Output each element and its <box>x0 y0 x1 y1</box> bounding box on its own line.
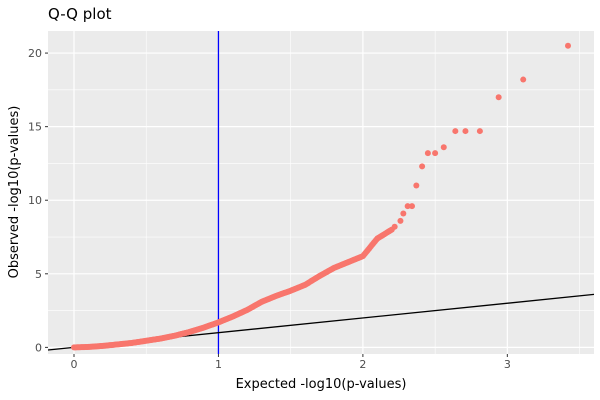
qq-point <box>424 150 431 157</box>
data-points <box>71 42 571 351</box>
x-tick-label: 1 <box>215 358 222 371</box>
qq-point <box>440 144 447 151</box>
chart-title: Q-Q plot <box>48 5 112 23</box>
qq-point <box>409 203 415 210</box>
y-tick-label: 20 <box>28 47 42 60</box>
qq-point <box>391 223 398 230</box>
y-axis: 0 5 10 15 20 <box>28 47 48 354</box>
x-axis-title: Expected -log10(p-values) <box>236 377 407 392</box>
x-axis: 0 1 2 3 <box>71 354 511 371</box>
y-tick-label: 5 <box>35 268 42 281</box>
qq-point <box>413 182 420 189</box>
qq-point <box>462 128 469 135</box>
y-tick-label: 10 <box>28 194 42 207</box>
plot-panel <box>48 31 594 354</box>
qq-point <box>520 76 527 83</box>
qq-point <box>565 42 571 49</box>
x-tick-label: 0 <box>71 358 78 371</box>
qq-point <box>404 203 411 210</box>
y-tick-label: 0 <box>35 341 42 354</box>
x-tick-label: 3 <box>504 358 511 371</box>
qq-point <box>419 163 426 170</box>
y-axis-title: Observed -log10(p-values) <box>7 106 22 279</box>
qq-point <box>495 94 502 101</box>
qq-point <box>432 150 439 157</box>
qq-point <box>476 128 483 135</box>
qq-point <box>452 128 459 135</box>
y-tick-label: 15 <box>28 121 42 134</box>
qq-point <box>397 217 404 224</box>
x-tick-label: 2 <box>359 358 366 371</box>
qq-point <box>400 210 407 217</box>
